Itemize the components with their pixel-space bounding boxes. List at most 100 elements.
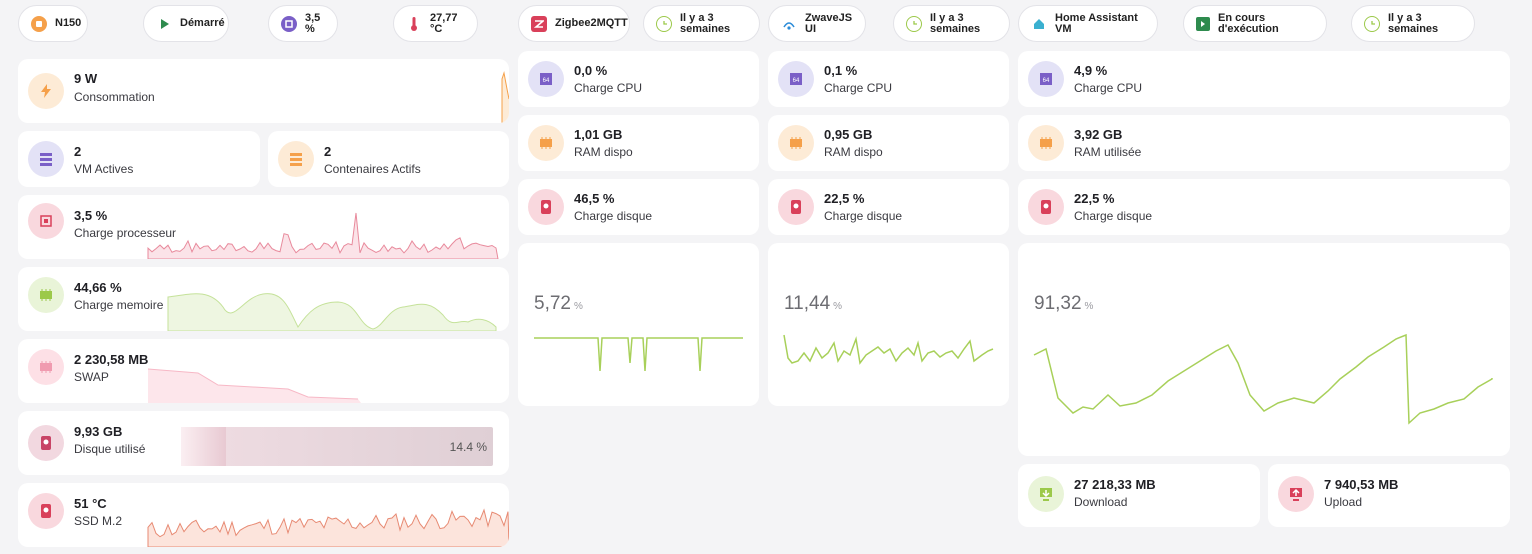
chip-zigbee-uptime[interactable]: Il y a 3 semaines xyxy=(643,5,760,42)
power-card[interactable]: 9 W Consommation xyxy=(18,59,509,123)
col0-history-graph[interactable]: 5,72% xyxy=(518,243,759,406)
disk-value: 22,5 % xyxy=(824,191,865,206)
vm-label: VM Actives xyxy=(74,162,134,176)
containers-value: 2 xyxy=(324,144,332,159)
col1-disk-card[interactable]: 22,5 % Charge disque xyxy=(768,179,1009,235)
chip-label: N150 xyxy=(55,17,82,29)
col0-cpu-card[interactable]: 64 0,0 % Charge CPU xyxy=(518,51,759,107)
disk-value: 22,5 % xyxy=(1074,191,1115,206)
memory-card[interactable]: 44,66 % Charge memoire xyxy=(18,267,509,331)
disk-label: Disque utilisé xyxy=(74,442,146,456)
chip-homeassistant[interactable]: Home Assistant VM xyxy=(1018,5,1158,42)
chip-icon xyxy=(28,203,64,239)
chip-status[interactable]: Démarré xyxy=(143,5,229,42)
graph-value: 11,44% xyxy=(784,293,843,314)
ssd-sparkline xyxy=(147,508,509,547)
graph-value: 5,72% xyxy=(534,293,583,314)
cpu-label: Charge CPU xyxy=(1074,81,1143,95)
disk-label: Charge disque xyxy=(824,209,903,223)
col2-cpu-card[interactable]: 64 4,9 % Charge CPU xyxy=(1018,51,1510,107)
ssd-value: 51 °C xyxy=(74,496,107,511)
terminal-icon xyxy=(1196,16,1210,31)
chip-label: En cours d'exécution xyxy=(1218,11,1279,35)
svg-text:64: 64 xyxy=(543,78,550,84)
chip-ha-status[interactable]: En cours d'exécution xyxy=(1183,5,1327,42)
vm-value: 2 xyxy=(74,144,82,159)
chip-ha-uptime[interactable]: Il y a 3 semaines xyxy=(1351,5,1475,42)
ram-label: RAM dispo xyxy=(824,145,883,159)
col2-disk-card[interactable]: 22,5 % Charge disque xyxy=(1018,179,1510,235)
col1-ram-card[interactable]: 0,95 GB RAM dispo xyxy=(768,115,1009,171)
upload-value: 7 940,53 MB xyxy=(1324,477,1399,492)
ram-label: RAM utilisée xyxy=(1074,145,1142,159)
cpu-value: 0,1 % xyxy=(824,63,858,78)
power-label: Consommation xyxy=(74,90,155,104)
disk-progress-fill xyxy=(181,427,226,466)
containers-card[interactable]: 2 Contenaires Actifs xyxy=(268,131,509,187)
chip-zigbee[interactable]: Zigbee2MQTT xyxy=(518,5,630,42)
chip-label: Il y a 3 semaines xyxy=(1388,11,1439,35)
ram-value: 3,92 GB xyxy=(1074,127,1123,142)
clock-icon xyxy=(906,15,922,32)
graph-line xyxy=(783,334,994,365)
cpu-card[interactable]: 3,5 % Charge processeur xyxy=(18,195,509,259)
cpu-icon: 64 xyxy=(1028,61,1064,97)
chip-label: Home Assistant VM xyxy=(1055,11,1138,35)
memory-icon xyxy=(1028,125,1064,161)
server-icon xyxy=(28,141,64,177)
cpu-value: 4,9 % xyxy=(1074,63,1108,78)
chip-zwave-uptime[interactable]: Il y a 3 semaines xyxy=(893,5,1010,42)
container-icon xyxy=(278,141,314,177)
swap-card[interactable]: 2 230,58 MB SWAP xyxy=(18,339,509,403)
vm-card[interactable]: 2 VM Actives xyxy=(18,131,260,187)
download-card[interactable]: 27 218,33 MB Download xyxy=(1018,464,1260,527)
memory-sparkline xyxy=(167,293,497,331)
chip-zwave[interactable]: ZwaveJS UI xyxy=(768,5,866,42)
ssd-icon xyxy=(28,493,64,529)
chip-n150[interactable]: N150 xyxy=(18,5,88,42)
cpu-label: Charge CPU xyxy=(824,81,893,95)
memory-icon xyxy=(28,277,64,313)
disk-progress-text: 14.4 % xyxy=(449,440,487,454)
memory-label: Charge memoire xyxy=(74,298,164,312)
chip-label: Zigbee2MQTT xyxy=(555,17,628,29)
chip-cpu[interactable]: 3,5 % xyxy=(268,5,338,42)
zwave-icon xyxy=(781,16,797,32)
col1-history-graph[interactable]: 11,44% xyxy=(768,243,1009,406)
cpu-label: Charge processeur xyxy=(74,226,177,240)
ram-value: 1,01 GB xyxy=(574,127,623,142)
svg-text:64: 64 xyxy=(1043,78,1050,84)
chip-temperature[interactable]: 27,77 °C xyxy=(393,5,478,42)
memory-icon xyxy=(528,125,564,161)
disk-value: 46,5 % xyxy=(574,191,615,206)
chip-orange-icon xyxy=(31,15,47,32)
swap-value: 2 230,58 MB xyxy=(74,352,149,367)
col2-history-graph[interactable]: 91,32% xyxy=(1018,243,1510,456)
download-icon xyxy=(1028,476,1064,512)
ssd-label: SSD M.2 xyxy=(74,514,123,528)
cpu-icon xyxy=(281,15,297,32)
containers-label: Contenaires Actifs xyxy=(324,162,421,176)
power-sparkline xyxy=(501,71,509,123)
graph-line xyxy=(534,337,743,372)
chip-label: 3,5 % xyxy=(305,11,321,35)
download-label: Download xyxy=(1074,495,1128,509)
col2-ram-card[interactable]: 3,92 GB RAM utilisée xyxy=(1018,115,1510,171)
memory-icon xyxy=(778,125,814,161)
swap-sparkline xyxy=(147,368,361,403)
chip-label: ZwaveJS UI xyxy=(805,11,853,35)
cpu-label: Charge CPU xyxy=(574,81,643,95)
col0-disk-card[interactable]: 46,5 % Charge disque xyxy=(518,179,759,235)
graph-line xyxy=(1033,333,1493,425)
harddisk-icon xyxy=(1028,189,1064,225)
col1-cpu-card[interactable]: 64 0,1 % Charge CPU xyxy=(768,51,1009,107)
upload-label: Upload xyxy=(1324,495,1363,509)
col0-ram-card[interactable]: 1,01 GB RAM dispo xyxy=(518,115,759,171)
thermometer-icon xyxy=(406,16,422,32)
clock-icon xyxy=(1364,15,1380,32)
disk-card[interactable]: 9,93 GB Disque utilisé 14.4 % xyxy=(18,411,509,475)
swap-label: SWAP xyxy=(74,370,109,384)
memory-value: 44,66 % xyxy=(74,280,122,295)
ssd-card[interactable]: 51 °C SSD M.2 xyxy=(18,483,509,547)
upload-card[interactable]: 7 940,53 MB Upload xyxy=(1268,464,1510,527)
